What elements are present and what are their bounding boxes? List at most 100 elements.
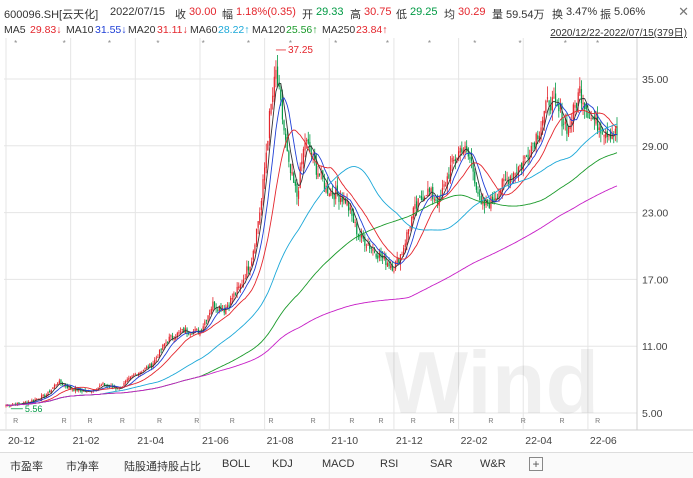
candle-body bbox=[538, 136, 541, 141]
candle-body bbox=[189, 333, 191, 335]
candle-body bbox=[234, 293, 237, 295]
close-label: 收 bbox=[175, 9, 186, 21]
candle-body bbox=[57, 383, 59, 386]
candle-body bbox=[579, 86, 581, 94]
candle-body bbox=[238, 286, 240, 289]
candle-body bbox=[409, 227, 411, 228]
volume-label: 量 bbox=[492, 9, 503, 21]
event-star: * bbox=[63, 39, 66, 48]
candle-body bbox=[152, 363, 154, 368]
candle-body bbox=[474, 171, 476, 184]
add-indicator-button[interactable]: + bbox=[529, 457, 543, 471]
candle-body bbox=[348, 202, 350, 211]
candle-body bbox=[420, 195, 423, 200]
tab-macd[interactable]: MACD bbox=[322, 458, 355, 470]
candle-body bbox=[411, 216, 413, 229]
date-range-selector[interactable]: 2020/12/22-2022/07/15(379日) bbox=[550, 28, 687, 39]
candle-body bbox=[315, 161, 317, 175]
candle-body bbox=[391, 264, 393, 271]
candle-body bbox=[328, 194, 330, 196]
candle-body bbox=[533, 142, 536, 148]
candlestick-chart[interactable]: Wind R R R R R R R R R R R R R R R R R * * * * * * * * * * * * * * 37.… bbox=[0, 38, 693, 452]
candle-body bbox=[66, 385, 69, 389]
candle-body bbox=[128, 377, 130, 380]
candle-body bbox=[255, 228, 258, 245]
candle-body bbox=[375, 253, 377, 258]
candle-body bbox=[221, 309, 224, 311]
candle-body bbox=[608, 134, 610, 137]
candle-body bbox=[302, 148, 305, 164]
ma10-value: 31.55↓ bbox=[95, 24, 127, 36]
candle-body bbox=[550, 105, 552, 111]
candle-body bbox=[535, 133, 537, 148]
y-tick-label: 23.00 bbox=[642, 208, 668, 220]
candle-body bbox=[558, 104, 560, 112]
y-tick-label: 11.00 bbox=[642, 341, 668, 353]
candle-body bbox=[616, 126, 618, 136]
candle-body bbox=[595, 114, 597, 124]
candle-body bbox=[469, 156, 471, 160]
candle-body bbox=[406, 232, 408, 246]
event-marker: R bbox=[269, 418, 274, 425]
candle-body bbox=[457, 151, 460, 159]
event-marker: R bbox=[560, 418, 565, 425]
tab-pe-ratio[interactable]: 市盈率 bbox=[10, 461, 43, 473]
candle-body bbox=[519, 164, 521, 167]
ma20-line bbox=[5, 109, 618, 406]
candle-body bbox=[133, 374, 135, 376]
ma10-label: MA10 bbox=[66, 24, 94, 36]
candle-body bbox=[611, 134, 613, 140]
candle-body bbox=[588, 117, 591, 119]
x-tick-label: 21-12 bbox=[396, 435, 423, 447]
candle-body bbox=[351, 209, 353, 216]
candle-body bbox=[162, 344, 164, 350]
candle-body bbox=[286, 137, 288, 152]
candle-body bbox=[259, 212, 261, 224]
candle-body bbox=[158, 349, 161, 357]
ma-legend-bar: MA5 29.83↓ MA10 31.55↓ MA20 31.11↓ MA60 … bbox=[0, 22, 693, 39]
candle-body bbox=[296, 183, 298, 197]
candle-body bbox=[147, 366, 149, 369]
candle-body bbox=[226, 305, 229, 309]
candle-body bbox=[341, 196, 343, 202]
candle-body bbox=[288, 151, 290, 162]
candle-body bbox=[244, 278, 246, 280]
candle-body bbox=[165, 342, 167, 344]
tab-sar[interactable]: SAR bbox=[430, 458, 453, 470]
candle-body bbox=[280, 89, 282, 100]
candle-body bbox=[377, 255, 379, 259]
candle-body bbox=[333, 194, 335, 200]
candle-body bbox=[609, 130, 612, 139]
candle-body bbox=[404, 243, 406, 248]
candle-body bbox=[567, 126, 570, 136]
close-icon[interactable]: ✕ bbox=[678, 4, 689, 19]
tab-rsi[interactable]: RSI bbox=[380, 458, 399, 470]
x-tick-label: 22-02 bbox=[461, 435, 488, 447]
candle-body bbox=[191, 333, 193, 335]
tab-northbound-holding[interactable]: 陆股通持股占比 bbox=[124, 461, 201, 473]
candle-body bbox=[415, 201, 418, 209]
candle-body bbox=[289, 164, 292, 173]
tab-pb-ratio[interactable]: 市净率 bbox=[66, 461, 99, 473]
candle-body bbox=[378, 252, 380, 258]
candle-body bbox=[276, 66, 279, 86]
avg-label: 均 bbox=[444, 9, 455, 21]
candle-body bbox=[306, 140, 308, 142]
candle-body bbox=[275, 69, 277, 79]
max-price-label: 37.25 bbox=[288, 45, 313, 56]
candle-body bbox=[52, 387, 54, 389]
candle-body bbox=[352, 213, 355, 223]
candle-body bbox=[202, 326, 204, 332]
candle-body bbox=[548, 100, 550, 106]
candle-body bbox=[537, 135, 539, 140]
tab-kdj[interactable]: KDJ bbox=[272, 458, 293, 470]
tab-boll[interactable]: BOLL bbox=[222, 458, 251, 470]
y-tick-label: 29.00 bbox=[642, 141, 668, 153]
candle-body bbox=[168, 336, 170, 342]
event-marker: R bbox=[230, 418, 235, 425]
tab-wr[interactable]: W&R bbox=[480, 458, 506, 470]
event-star: * bbox=[428, 39, 431, 48]
candle-body bbox=[479, 193, 481, 195]
candle-body bbox=[359, 235, 361, 238]
candle-body bbox=[582, 102, 584, 105]
